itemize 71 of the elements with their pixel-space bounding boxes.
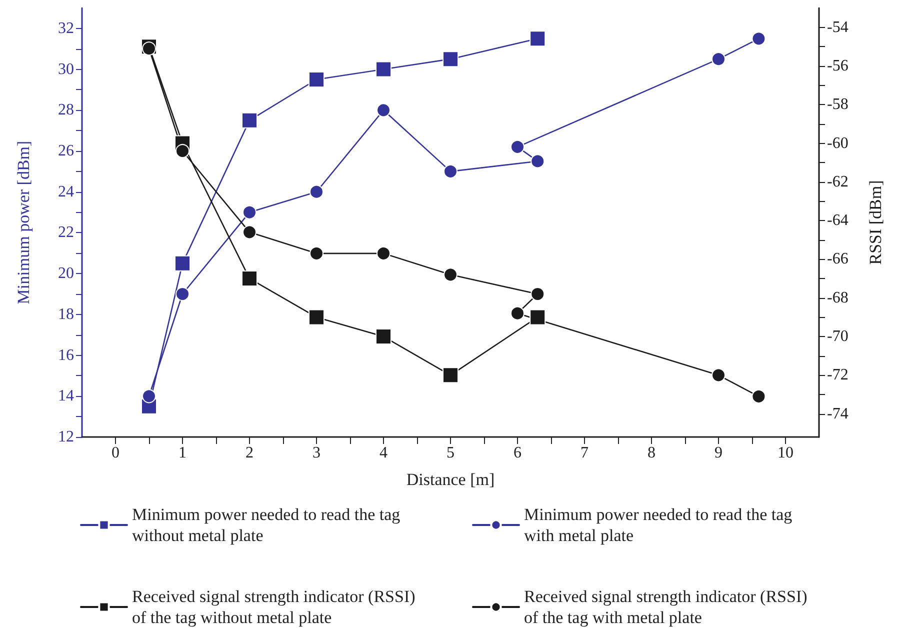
point [376,246,390,260]
point [444,164,458,178]
point [444,268,458,282]
y-tick-label: 26 [58,142,74,160]
x-tick-label: 7 [580,444,588,462]
x-axis-title: Distance [m] [406,470,495,489]
point [376,328,392,345]
x-tick-label: 0 [112,444,120,462]
y-tick-label: 20 [58,265,74,282]
y2-tick-label: -54 [827,18,848,36]
point [310,184,324,199]
x-tick-label: 6 [514,444,522,462]
y-axis-title: Minimum power [dBm] [14,140,33,304]
point [176,287,190,301]
point [530,309,546,326]
point [242,225,256,240]
legend-label: Minimum power needed to read the tag without metal plate [132,505,404,545]
legend-label: Received signal strength indicator (RSSI) of the tag with metal plate [524,587,812,627]
point [308,309,324,326]
x-tick-label: 5 [446,444,454,462]
x-tick-label: 10 [778,444,794,462]
y-tick-label: 12 [58,428,74,446]
y-tick-label: 30 [58,60,74,78]
y-tick-label: 14 [58,388,74,405]
y2-tick-label: -66 [827,250,848,268]
legend-label: Received signal strength indicator (RSSI) of the tag without metal plate [132,587,420,627]
point [752,32,766,46]
y2-axis-title: RSSI [dBm] [866,180,885,265]
x-tick-label: 2 [246,444,254,462]
point [242,270,258,287]
x-tick-label: 9 [714,444,722,462]
point [442,51,458,68]
y-tick-label: 22 [58,224,74,242]
point [376,61,392,78]
x-tick-label: 1 [178,444,186,462]
point [376,103,390,118]
point [242,205,256,220]
y2-tick-label: -70 [827,328,848,346]
point [310,246,324,260]
point [142,42,156,56]
y2-tick-label: -74 [827,405,848,422]
x-tick-label: 4 [380,444,388,462]
point [712,368,726,382]
y2-tick-label: -58 [827,96,848,114]
y-tick-label: 18 [58,306,74,323]
point [712,52,726,66]
y2-tick-label: -68 [827,289,848,306]
point [530,30,546,47]
point [530,154,545,168]
y2-tick-label: -60 [827,134,848,152]
x-tick-label: 8 [648,444,656,462]
point [174,255,190,272]
y-tick-label: 24 [58,183,74,200]
x-tick-label: 3 [312,444,320,462]
point [176,144,190,158]
y-tick-label: 28 [58,102,74,119]
y2-tick-label: -72 [827,366,848,384]
point [530,287,545,301]
y2-tick-label: -64 [827,212,848,230]
point [242,112,258,128]
y2-tick-label: -56 [827,57,848,74]
point [510,306,524,320]
point [752,389,766,404]
point [442,367,458,384]
y-tick-label: 16 [58,346,74,364]
y-tick-label: 32 [58,20,74,37]
point [510,140,524,154]
point [142,389,156,404]
point [308,72,324,88]
y2-tick-label: -62 [827,173,848,190]
legend-label: Minimum power needed to read the tag with metal plate [524,505,796,545]
